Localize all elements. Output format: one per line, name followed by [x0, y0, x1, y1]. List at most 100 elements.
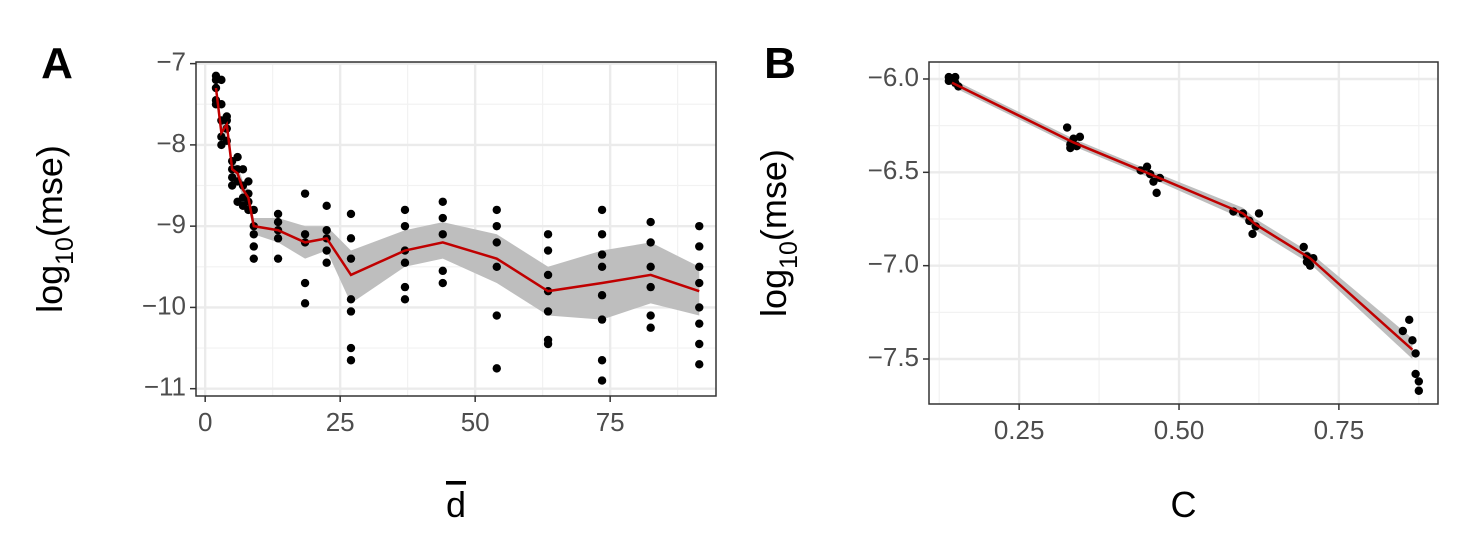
- data-point: [1066, 143, 1075, 153]
- y-axis-title-part: (mse): [29, 145, 70, 237]
- data-point: [695, 278, 704, 288]
- data-point: [1414, 377, 1424, 386]
- data-point: [597, 205, 607, 215]
- data-point: [249, 242, 258, 251]
- data-point: [400, 295, 410, 304]
- data-point: [646, 217, 655, 227]
- data-point: [400, 282, 410, 292]
- data-point: [1254, 209, 1264, 218]
- x-tick-label: 0.25: [994, 415, 1045, 445]
- data-point: [438, 197, 447, 206]
- y-tick-label: −7: [156, 47, 186, 77]
- panel-label: B: [764, 39, 796, 88]
- y-tick-label: −6.5: [868, 155, 919, 185]
- data-point: [300, 278, 310, 288]
- data-point: [492, 221, 501, 231]
- data-point: [400, 258, 410, 267]
- data-point: [438, 266, 447, 276]
- data-point: [543, 339, 553, 349]
- data-point: [1152, 188, 1161, 198]
- mean-line: [214, 87, 700, 293]
- data-point: [492, 238, 501, 247]
- data-point: [597, 356, 607, 365]
- data-point: [1414, 386, 1424, 395]
- data-point: [1302, 257, 1312, 267]
- data-point: [492, 311, 501, 320]
- data-point: [273, 217, 283, 227]
- y-axis-title-part: 10: [51, 237, 79, 265]
- data-point: [597, 262, 607, 271]
- data-point: [300, 299, 310, 308]
- confidence-ribbon: [215, 79, 700, 320]
- data-point: [273, 254, 283, 263]
- data-point: [233, 152, 242, 162]
- data-point: [273, 209, 283, 219]
- data-point: [438, 230, 447, 239]
- data-point: [238, 165, 248, 174]
- data-point: [1408, 336, 1417, 345]
- data-point: [222, 116, 231, 125]
- plot-border: [195, 61, 717, 397]
- plot-border: [928, 61, 1439, 405]
- data-point: [1062, 123, 1072, 132]
- data-point: [695, 303, 704, 312]
- data-point: [695, 221, 704, 231]
- data-point: [1398, 326, 1408, 336]
- data-point: [543, 230, 553, 239]
- data-point: [951, 72, 960, 82]
- data-point: [1411, 349, 1420, 358]
- data-point: [244, 177, 253, 186]
- data-point: [543, 270, 553, 280]
- data-point: [695, 242, 704, 251]
- x-tick-label: 75: [596, 407, 625, 437]
- data-point: [597, 250, 607, 259]
- data-point: [646, 238, 655, 247]
- data-point: [543, 246, 553, 255]
- y-tick-label: −10: [142, 290, 186, 320]
- data-point: [273, 234, 283, 243]
- data-point: [695, 339, 704, 349]
- data-point: [492, 262, 501, 271]
- data-point: [346, 254, 356, 263]
- y-axis-title-part: (mse): [753, 149, 794, 241]
- data-point: [322, 226, 331, 235]
- x-tick-label: 50: [461, 407, 490, 437]
- x-tick-label: 25: [326, 407, 355, 437]
- data-point: [346, 295, 356, 304]
- y-axis-title: log10(mse): [29, 145, 79, 313]
- data-point: [1142, 162, 1152, 171]
- data-point: [597, 291, 607, 300]
- data-point: [217, 75, 226, 85]
- y-axis-title: log10(mse): [753, 149, 803, 317]
- x-tick-label: 0.75: [1314, 415, 1365, 445]
- data-point: [1248, 229, 1257, 239]
- y-tick-label: −6.0: [868, 62, 919, 92]
- x-axis-title: d: [446, 484, 466, 525]
- data-point: [597, 376, 607, 385]
- x-axis-title: C: [1171, 484, 1197, 525]
- data-point: [438, 278, 447, 288]
- data-point: [322, 246, 331, 255]
- data-point: [400, 205, 410, 215]
- panel-label: A: [41, 39, 73, 88]
- y-tick-label: −9: [156, 209, 186, 239]
- data-point: [300, 189, 310, 198]
- data-point: [346, 307, 356, 316]
- data-point: [695, 262, 704, 271]
- x-tick-label: 0: [198, 407, 212, 437]
- data-point: [346, 356, 356, 365]
- data-point: [1075, 132, 1085, 142]
- y-tick-label: −7.5: [868, 342, 919, 372]
- data-point: [944, 76, 954, 86]
- data-point: [400, 221, 410, 231]
- y-tick-label: −7.0: [868, 249, 919, 279]
- plot-background: [929, 62, 1438, 404]
- y-tick-label: −8: [156, 128, 186, 158]
- data-point: [249, 254, 258, 263]
- data-point: [597, 315, 607, 324]
- y-tick-label: −11: [144, 372, 186, 402]
- data-point: [646, 311, 655, 320]
- confidence-ribbon: [952, 78, 1413, 360]
- data-point: [695, 360, 704, 369]
